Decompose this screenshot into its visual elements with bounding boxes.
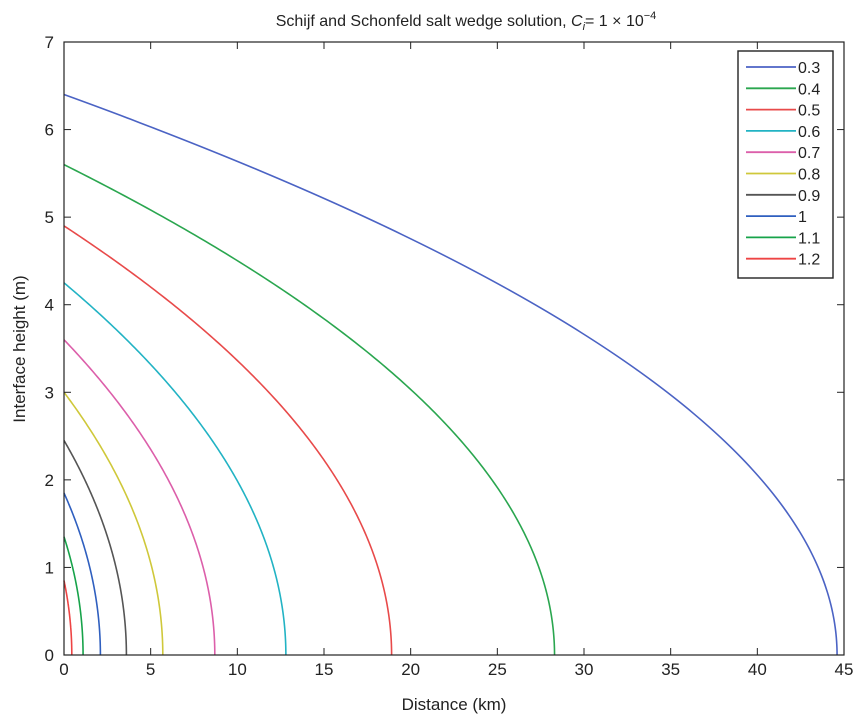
y-tick-label-3: 3 xyxy=(45,383,54,402)
legend-label-0.9: 0.9 xyxy=(798,188,820,205)
series-line-0.3 xyxy=(63,93,838,656)
series-line-0.8 xyxy=(63,391,164,655)
series-line-0.9 xyxy=(63,440,128,655)
legend-label-1: 1 xyxy=(798,209,807,226)
x-tick-label-0: 0 xyxy=(59,660,68,679)
series-line-0.7 xyxy=(63,339,216,656)
x-tick-label-20: 20 xyxy=(401,660,420,679)
y-tick-label-5: 5 xyxy=(45,208,54,227)
series-line-0.6 xyxy=(63,282,287,656)
legend-label-0.3: 0.3 xyxy=(798,60,820,77)
legend-label-0.7: 0.7 xyxy=(798,145,820,162)
legend-label-0.6: 0.6 xyxy=(798,124,820,141)
y-tick-label-6: 6 xyxy=(45,121,54,140)
legend-label-1.2: 1.2 xyxy=(798,252,820,269)
x-tick-label-15: 15 xyxy=(315,660,334,679)
x-tick-label-10: 10 xyxy=(228,660,247,679)
chart-title: Schijf and Schonfeld salt wedge solution… xyxy=(276,10,657,33)
y-axis-label: Interface height (m) xyxy=(10,275,29,422)
legend-label-0.4: 0.4 xyxy=(798,81,820,98)
x-tick-label-30: 30 xyxy=(575,660,594,679)
y-tick-label-1: 1 xyxy=(45,558,54,577)
x-tick-label-5: 5 xyxy=(146,660,155,679)
y-tick-label-7: 7 xyxy=(45,33,54,52)
series-line-1.2 xyxy=(63,580,73,655)
legend-label-0.5: 0.5 xyxy=(798,103,820,120)
axes-frame xyxy=(63,41,845,656)
legend-label-0.8: 0.8 xyxy=(798,167,820,184)
series-line-1.1 xyxy=(63,536,84,655)
x-axis-label: Distance (km) xyxy=(402,695,507,714)
legend-label-1.1: 1.1 xyxy=(798,230,820,247)
series-line-1 xyxy=(63,492,102,655)
x-tick-label-35: 35 xyxy=(661,660,680,679)
x-tick-label-40: 40 xyxy=(748,660,767,679)
legend: 0.3 0.4 0.5 0.6 0.7 0.8 0.9 1 1.1 1.2 xyxy=(737,50,834,279)
y-tick-label-2: 2 xyxy=(45,471,54,490)
series-line-0.5 xyxy=(63,225,393,656)
x-tick-label-45: 45 xyxy=(835,660,854,679)
y-tick-label-4: 4 xyxy=(45,296,54,315)
series-line-0.4 xyxy=(63,163,556,656)
y-tick-label-0: 0 xyxy=(45,646,54,665)
x-tick-label-25: 25 xyxy=(488,660,507,679)
